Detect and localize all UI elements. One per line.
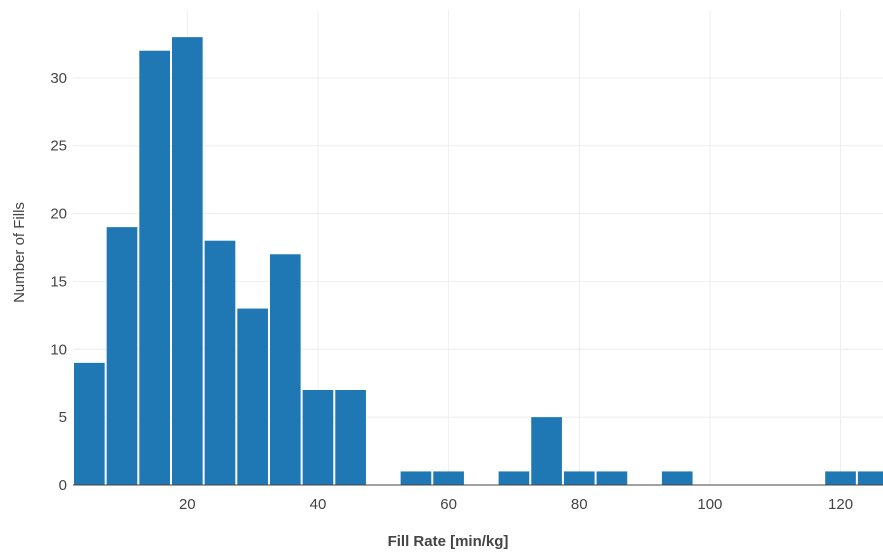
histogram-bar	[596, 471, 628, 485]
histogram-bar	[661, 471, 693, 485]
histogram-bar	[825, 471, 856, 485]
y-tick-label: 20	[50, 206, 67, 223]
histogram-bars	[74, 37, 883, 486]
x-axis-ticks: 20 40 60 80 100 120	[179, 496, 853, 513]
histogram-bar	[335, 390, 366, 485]
x-tick-label: 40	[310, 496, 327, 513]
x-tick-label: 60	[440, 496, 457, 513]
histogram-bar	[74, 362, 105, 485]
y-tick-label: 25	[50, 138, 67, 155]
histogram-bar	[400, 471, 432, 485]
y-tick-label: 5	[59, 409, 67, 426]
x-tick-label: 100	[697, 496, 722, 513]
x-axis-title: Fill Rate [min/kg]	[388, 533, 509, 550]
histogram-bar	[106, 227, 138, 485]
y-tick-label: 15	[50, 273, 67, 290]
y-tick-label: 10	[50, 341, 67, 358]
histogram-bar	[531, 417, 562, 485]
histogram-bar	[237, 308, 268, 485]
x-tick-label: 20	[179, 496, 196, 513]
x-tick-label: 120	[828, 496, 853, 513]
histogram-bar	[857, 471, 883, 485]
histogram-bar	[498, 471, 530, 485]
histogram-bar	[139, 50, 170, 485]
histogram-bar	[171, 37, 203, 486]
histogram-bar	[204, 240, 236, 485]
x-tick-label: 80	[571, 496, 588, 513]
histogram-bar	[563, 471, 595, 485]
y-axis-title: Number of Fills	[11, 202, 28, 303]
y-axis-ticks: 0 5 10 15 20 25 30	[50, 70, 67, 494]
y-tick-label: 30	[50, 70, 67, 87]
y-tick-label: 0	[59, 477, 67, 494]
histogram-bar	[302, 390, 334, 485]
histogram-bar	[433, 471, 464, 485]
histogram-bar	[269, 254, 301, 485]
